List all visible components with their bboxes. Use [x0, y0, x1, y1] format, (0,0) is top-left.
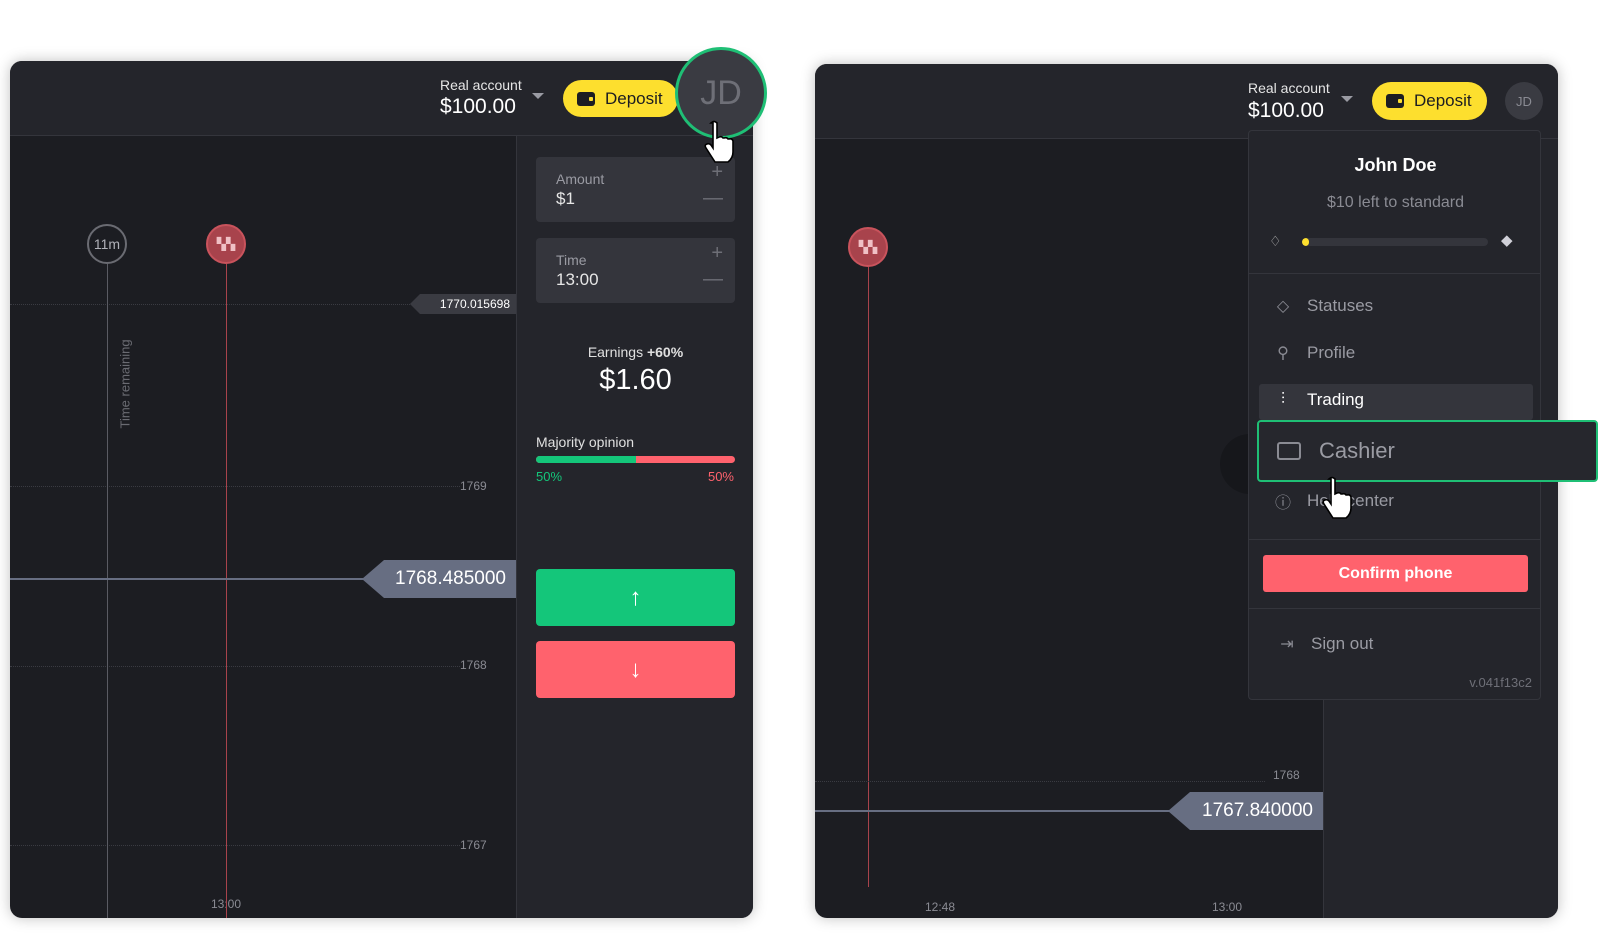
account-balance[interactable]: $100.00 [440, 95, 516, 118]
current-status-diamond-icon: ♢ [1269, 233, 1282, 249]
header: Real account $100.00 Deposit [10, 61, 753, 136]
avatar-button[interactable]: JD [1505, 82, 1543, 120]
status-progress-fill [1302, 238, 1310, 246]
deposit-label: Deposit [1414, 91, 1472, 110]
status-progress-bar [1302, 238, 1488, 246]
status-progress-text: $10 left to standard [1327, 194, 1464, 211]
earnings-label: Earnings +60% [517, 344, 753, 360]
wallet-icon [1277, 442, 1301, 460]
account-caret-icon[interactable] [1341, 96, 1353, 102]
grid-line [10, 304, 430, 305]
amount-label: Amount [556, 171, 605, 187]
time-label: Time [556, 252, 587, 268]
menu-item-profile[interactable]: ⚲ Profile [1273, 343, 1355, 363]
majority-bar [536, 456, 735, 463]
account-dropdown-menu: John Doe $10 left to standard ♢ ◆ ◇ Statu… [1248, 130, 1541, 700]
time-plus-icon[interactable]: + [711, 242, 723, 264]
account-type-label: Real account [1248, 80, 1330, 96]
current-price-line [815, 810, 1175, 812]
strike-price-label: 1770.015698 [410, 294, 516, 314]
menu-item-trading-highlight [1259, 384, 1533, 420]
menu-item-label: Profile [1307, 343, 1356, 362]
diamond-icon: ◇ [1276, 298, 1290, 315]
y-tick: 1768 [1273, 768, 1300, 782]
time-remaining-line [107, 264, 108, 918]
confirm-phone-button[interactable]: Confirm phone [1263, 555, 1528, 592]
time-field[interactable]: Time 13:00 + — [536, 238, 735, 303]
trading-screen-left: Real account $100.00 Deposit 1769 1768 1… [10, 61, 753, 918]
trading-icon: ⫶ [1280, 391, 1285, 408]
grid-line [10, 666, 460, 667]
account-balance[interactable]: $100.00 [1248, 99, 1324, 122]
time-value[interactable]: 13:00 [556, 270, 599, 289]
user-name: John Doe [1354, 155, 1437, 175]
majority-down-pct: 50% [707, 469, 734, 484]
majority-up-pct: 50% [536, 469, 563, 484]
account-type-label: Real account [440, 77, 522, 93]
y-tick: 1769 [460, 479, 487, 493]
y-tick: 1767 [460, 838, 487, 852]
sign-out-button[interactable]: ⇥ Sign out [1277, 634, 1373, 654]
next-status-diamond-icon: ◆ [1501, 232, 1513, 249]
hand-cursor-icon [704, 120, 734, 163]
grid-line [10, 486, 460, 487]
menu-item-label: Statuses [1307, 296, 1374, 315]
majority-bar-up-fill [536, 456, 636, 463]
menu-item-label: Cashier [1319, 438, 1395, 463]
y-tick: 1768 [460, 658, 487, 672]
arrow-down-icon: ↓ [629, 655, 642, 683]
earnings-label-text: Earnings [587, 344, 644, 360]
amount-value[interactable]: $1 [556, 189, 575, 208]
divider [1249, 273, 1540, 274]
majority-opinion-label: Majority opinion [536, 434, 635, 450]
sign-out-label: Sign out [1311, 634, 1374, 653]
hand-cursor-icon [1322, 476, 1352, 519]
earnings-pct: +60% [646, 344, 684, 360]
trade-down-button[interactable]: ↓ [536, 641, 735, 698]
deposit-button[interactable]: Deposit [563, 80, 678, 117]
amount-plus-icon[interactable]: + [711, 161, 723, 183]
info-icon: ⓘ [1274, 495, 1291, 512]
earnings-value: $1.60 [599, 364, 672, 396]
x-tick: 13:00 [1212, 900, 1243, 914]
wallet-icon [577, 91, 595, 106]
expiration-line [226, 264, 227, 918]
current-price-line [10, 578, 370, 580]
current-price-label: 1768.485000 [362, 560, 516, 598]
trade-sidebar: Amount $1 + — Time 13:00 + — Earnings +6… [516, 136, 753, 918]
finish-flag-icon: ▚▚ [848, 227, 888, 267]
amount-minus-icon[interactable]: — [703, 187, 723, 209]
menu-item-label: Trading [1307, 390, 1365, 409]
timer-badge: 11m [87, 224, 127, 264]
deposit-label: Deposit [605, 88, 663, 108]
finish-flag-icon: ▚▚ [206, 224, 246, 264]
user-icon: ⚲ [1277, 345, 1289, 362]
wallet-icon [1386, 94, 1404, 108]
header: Real account $100.00 Deposit JD [815, 64, 1558, 139]
time-remaining-label: Time remaining [117, 339, 133, 429]
time-minus-icon[interactable]: — [703, 268, 723, 290]
divider [1249, 539, 1540, 540]
trade-up-button[interactable]: ↑ [536, 569, 735, 626]
arrow-up-icon: ↑ [629, 583, 642, 611]
current-price-label: 1767.840000 [1168, 792, 1323, 830]
sign-out-icon: ⇥ [1280, 636, 1294, 653]
menu-item-cashier[interactable]: Cashier [1257, 420, 1598, 482]
expiration-line [868, 267, 869, 887]
divider [1249, 608, 1540, 609]
deposit-button[interactable]: Deposit [1372, 82, 1487, 120]
account-caret-icon[interactable] [532, 93, 544, 99]
amount-field[interactable]: Amount $1 + — [536, 157, 735, 222]
grid-line [10, 845, 460, 846]
menu-item-statuses[interactable]: ◇ Statuses [1273, 296, 1373, 316]
menu-item-trading[interactable]: ⫶ Trading [1273, 390, 1364, 410]
app-version: v.041f13c2 [1469, 675, 1532, 690]
grid-line [815, 781, 1265, 782]
x-tick: 12:48 [925, 900, 956, 914]
